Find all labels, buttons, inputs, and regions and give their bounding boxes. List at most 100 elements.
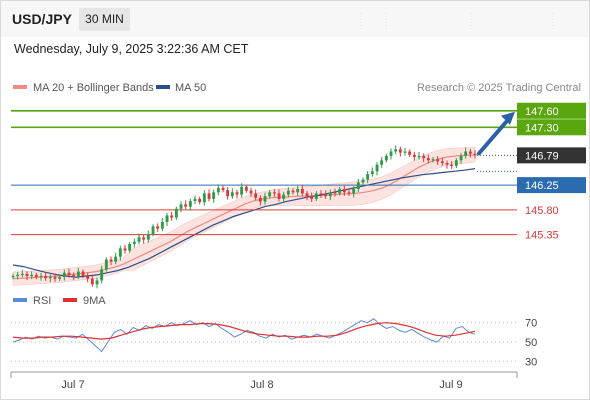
candle-body bbox=[230, 192, 234, 197]
x-tick-label: Jul 7 bbox=[61, 379, 84, 391]
candle-body bbox=[226, 190, 230, 197]
candle-body bbox=[202, 193, 206, 203]
x-tick-label: Jul 8 bbox=[250, 379, 273, 391]
candle-body bbox=[282, 194, 286, 199]
candle-body bbox=[58, 277, 62, 279]
candle-body bbox=[76, 271, 80, 276]
x-tick-label: Jul 9 bbox=[439, 379, 462, 391]
candle-body bbox=[67, 272, 71, 275]
bollinger-bands bbox=[12, 147, 476, 286]
candle-body bbox=[114, 256, 118, 262]
support-label: 145.35 bbox=[525, 230, 559, 242]
candle-body bbox=[170, 215, 174, 218]
candle-body bbox=[151, 226, 155, 235]
candle-body bbox=[184, 204, 188, 207]
last-price-box bbox=[517, 147, 586, 164]
x-axis: Jul 7 Jul 8 Jul 9 bbox=[10, 371, 518, 391]
candle-body bbox=[123, 248, 127, 251]
candle-body bbox=[240, 186, 244, 195]
target-label-box bbox=[517, 119, 586, 136]
candle-body bbox=[118, 248, 122, 257]
candle-body bbox=[193, 198, 197, 202]
target-label: 147.30 bbox=[525, 122, 559, 134]
support-label: 145.80 bbox=[525, 205, 559, 217]
rsi-legend-label: RSI bbox=[33, 295, 51, 307]
candle-body bbox=[296, 189, 300, 193]
pivot-label: 146.25 bbox=[525, 180, 559, 192]
candle-body bbox=[100, 269, 104, 281]
candlesticks bbox=[11, 145, 477, 289]
candle-body bbox=[25, 273, 29, 276]
candle-body bbox=[436, 159, 440, 162]
candle-body bbox=[216, 187, 220, 193]
rsi-tick-label: 70 bbox=[525, 318, 537, 330]
rsi-line bbox=[12, 318, 476, 353]
candle-body bbox=[352, 189, 356, 194]
candle-body bbox=[450, 164, 454, 166]
candle-body bbox=[375, 164, 379, 172]
candle-body bbox=[328, 192, 332, 197]
candle-body bbox=[412, 154, 416, 157]
candle-body bbox=[207, 193, 211, 199]
candle-body bbox=[109, 259, 113, 262]
candle-body bbox=[454, 160, 458, 166]
credit-label: Research © 2025 Trading Central bbox=[417, 82, 581, 94]
last-price-label: 146.79 bbox=[525, 150, 559, 162]
rsi-ma-legend-swatch bbox=[63, 298, 77, 302]
candle-body bbox=[179, 204, 183, 209]
candle-body bbox=[142, 237, 146, 240]
candle-body bbox=[366, 174, 370, 180]
candle-body bbox=[468, 151, 472, 154]
candle-body bbox=[249, 190, 253, 194]
candle-body bbox=[90, 278, 94, 285]
candle-body bbox=[165, 215, 169, 222]
candle-body bbox=[473, 153, 477, 156]
candle-body bbox=[235, 192, 239, 195]
ma50-legend-swatch bbox=[156, 85, 170, 89]
target-label: 147.60 bbox=[525, 106, 559, 118]
candle-body bbox=[132, 241, 136, 244]
candle-body bbox=[30, 274, 34, 277]
candle-body bbox=[445, 163, 449, 165]
candle-body bbox=[398, 149, 402, 153]
candle-body bbox=[300, 189, 304, 194]
candle-body bbox=[426, 158, 430, 161]
forecast-arrow-shaft bbox=[477, 117, 510, 156]
datetime-label: Wednesday, July 9, 2025 3:22:36 AM CET bbox=[14, 42, 249, 56]
candle-body bbox=[95, 280, 99, 285]
rsi-lines bbox=[12, 318, 476, 353]
candle-body bbox=[258, 197, 262, 202]
candle-body bbox=[174, 208, 178, 218]
candle-body bbox=[20, 273, 24, 275]
candle-body bbox=[221, 187, 225, 191]
candle-body bbox=[39, 276, 43, 278]
target-label-box bbox=[517, 102, 586, 119]
candle-body bbox=[389, 151, 393, 156]
candle-body bbox=[305, 193, 309, 197]
candle-body bbox=[212, 192, 216, 199]
rsi-tick-labels: 70 50 30 bbox=[525, 318, 537, 369]
candle-body bbox=[128, 244, 132, 251]
candle-body bbox=[459, 155, 463, 161]
candle-body bbox=[338, 189, 342, 194]
candle-body bbox=[324, 194, 328, 197]
header-decoration bbox=[360, 13, 554, 31]
candle-body bbox=[342, 189, 346, 193]
ma20-legend-label: MA 20 + Bollinger Bands bbox=[33, 82, 154, 94]
ma50-polyline bbox=[12, 168, 476, 278]
candle-body bbox=[417, 155, 421, 158]
candle-body bbox=[464, 151, 468, 156]
candle-body bbox=[268, 192, 272, 197]
candle-body bbox=[361, 179, 365, 183]
candle-body bbox=[403, 151, 407, 153]
timeframe-badge[interactable]: 30 MIN bbox=[79, 8, 130, 31]
symbol-title: USD/JPY bbox=[12, 11, 72, 27]
candle-body bbox=[422, 155, 426, 159]
candle-body bbox=[272, 192, 276, 194]
forecast-arrow bbox=[477, 111, 515, 156]
candle-body bbox=[394, 149, 398, 152]
candle-body bbox=[314, 193, 318, 199]
candle-body bbox=[370, 171, 374, 175]
